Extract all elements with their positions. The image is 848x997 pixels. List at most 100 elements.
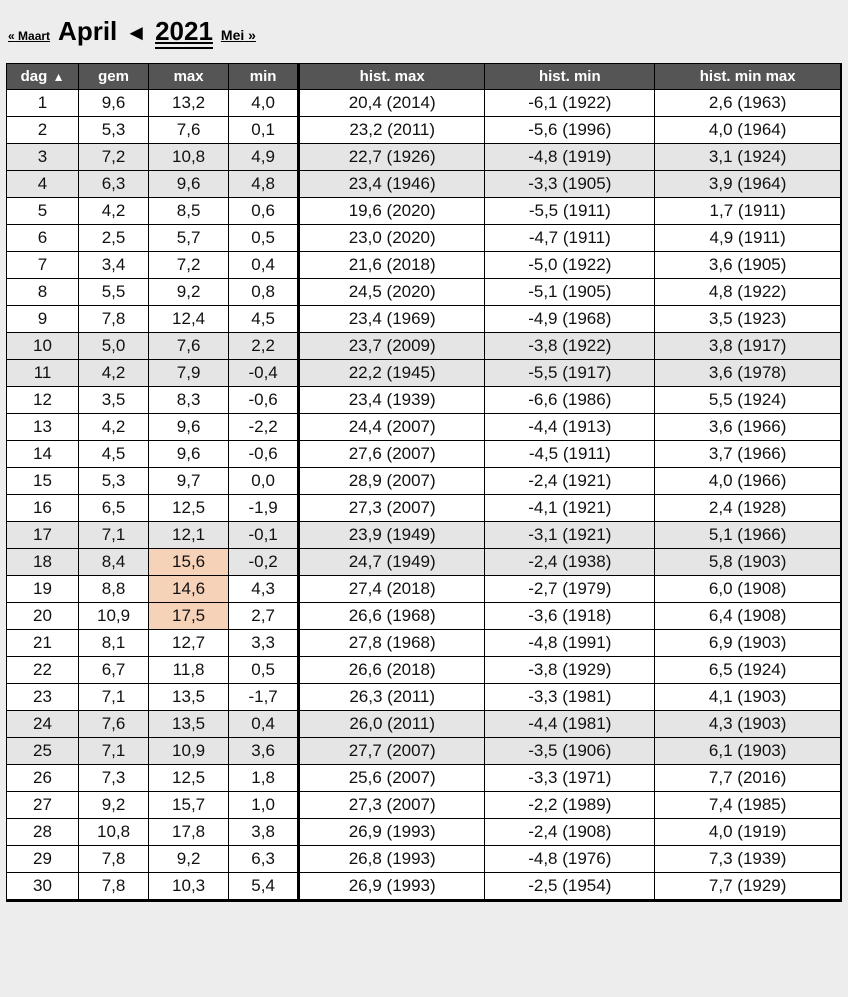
- cell-hist_max: 24,5 (2020): [299, 279, 485, 306]
- table-row: 297,89,26,326,8 (1993)-4,8 (1976)7,3 (19…: [7, 846, 842, 873]
- cell-dag: 28: [7, 819, 79, 846]
- cell-gem: 7,1: [79, 684, 149, 711]
- cell-hist_min: -3,5 (1906): [485, 738, 655, 765]
- cell-hist_min: -4,9 (1968): [485, 306, 655, 333]
- cell-max: 7,6: [149, 333, 229, 360]
- cell-gem: 7,1: [79, 522, 149, 549]
- cell-hist_min_max: 5,8 (1903): [655, 549, 841, 576]
- cell-hist_max: 26,3 (2011): [299, 684, 485, 711]
- cell-hist_max: 26,6 (2018): [299, 657, 485, 684]
- cell-hist_min: -6,6 (1986): [485, 387, 655, 414]
- cell-dag: 20: [7, 603, 79, 630]
- cell-hist_min: -4,8 (1991): [485, 630, 655, 657]
- cell-max: 13,5: [149, 684, 229, 711]
- table-row: 177,112,1-0,123,9 (1949)-3,1 (1921)5,1 (…: [7, 522, 842, 549]
- cell-min: -0,6: [229, 441, 299, 468]
- table-row: 105,07,62,223,7 (2009)-3,8 (1922)3,8 (19…: [7, 333, 842, 360]
- cell-max: 11,8: [149, 657, 229, 684]
- cell-dag: 27: [7, 792, 79, 819]
- cell-gem: 9,6: [79, 90, 149, 117]
- cell-gem: 8,8: [79, 576, 149, 603]
- cell-hist_min_max: 7,4 (1985): [655, 792, 841, 819]
- cell-hist_min_max: 4,9 (1911): [655, 225, 841, 252]
- prev-arrow-icon: «: [8, 29, 15, 43]
- cell-min: 0,4: [229, 252, 299, 279]
- cell-hist_max: 26,8 (1993): [299, 846, 485, 873]
- cell-dag: 21: [7, 630, 79, 657]
- cell-dag: 3: [7, 144, 79, 171]
- table-row: 166,512,5-1,927,3 (2007)-4,1 (1921)2,4 (…: [7, 495, 842, 522]
- cell-hist_min_max: 4,3 (1903): [655, 711, 841, 738]
- cell-dag: 23: [7, 684, 79, 711]
- cell-hist_min_max: 2,4 (1928): [655, 495, 841, 522]
- col-header-hist_max[interactable]: hist. max: [299, 64, 485, 90]
- cell-min: 4,0: [229, 90, 299, 117]
- cell-min: 3,8: [229, 819, 299, 846]
- cell-hist_min: -4,8 (1976): [485, 846, 655, 873]
- cell-hist_min_max: 3,8 (1917): [655, 333, 841, 360]
- cell-hist_min_max: 1,7 (1911): [655, 198, 841, 225]
- cell-hist_max: 23,4 (1946): [299, 171, 485, 198]
- current-month: April: [58, 16, 117, 47]
- cell-max: 12,4: [149, 306, 229, 333]
- prev-month-link[interactable]: « Maart: [8, 29, 50, 43]
- cell-min: -0,6: [229, 387, 299, 414]
- col-header-min[interactable]: min: [229, 64, 299, 90]
- cell-hist_min_max: 2,6 (1963): [655, 90, 841, 117]
- cell-hist_min: -5,5 (1917): [485, 360, 655, 387]
- cell-hist_max: 27,6 (2007): [299, 441, 485, 468]
- table-row: 279,215,71,027,3 (2007)-2,2 (1989)7,4 (1…: [7, 792, 842, 819]
- cell-dag: 19: [7, 576, 79, 603]
- cell-gem: 7,2: [79, 144, 149, 171]
- table-row: 19,613,24,020,4 (2014)-6,1 (1922)2,6 (19…: [7, 90, 842, 117]
- cell-min: 3,3: [229, 630, 299, 657]
- month-nav: « Maart April ◄ 2021 Mei »: [6, 10, 842, 63]
- cell-hist_min_max: 3,5 (1923): [655, 306, 841, 333]
- cell-min: 4,9: [229, 144, 299, 171]
- cell-min: 4,8: [229, 171, 299, 198]
- cell-hist_max: 20,4 (2014): [299, 90, 485, 117]
- next-month-link[interactable]: Mei »: [221, 27, 256, 43]
- cell-max: 5,7: [149, 225, 229, 252]
- cell-dag: 1: [7, 90, 79, 117]
- cell-hist_max: 28,9 (2007): [299, 468, 485, 495]
- cell-dag: 30: [7, 873, 79, 901]
- col-header-max[interactable]: max: [149, 64, 229, 90]
- cell-hist_min: -3,3 (1971): [485, 765, 655, 792]
- cell-max: 14,6: [149, 576, 229, 603]
- cell-max: 9,2: [149, 846, 229, 873]
- cell-hist_max: 21,6 (2018): [299, 252, 485, 279]
- cell-hist_max: 27,3 (2007): [299, 792, 485, 819]
- cell-gem: 4,5: [79, 441, 149, 468]
- table-row: 226,711,80,526,6 (2018)-3,8 (1929)6,5 (1…: [7, 657, 842, 684]
- prev-month-label: Maart: [18, 29, 50, 43]
- cell-max: 12,1: [149, 522, 229, 549]
- cell-gem: 7,1: [79, 738, 149, 765]
- cell-min: -2,2: [229, 414, 299, 441]
- table-row: 2810,817,83,826,9 (1993)-2,4 (1908)4,0 (…: [7, 819, 842, 846]
- table-row: 25,37,60,123,2 (2011)-5,6 (1996)4,0 (196…: [7, 117, 842, 144]
- col-header-dag[interactable]: dag ▲: [7, 64, 79, 90]
- cell-hist_max: 26,0 (2011): [299, 711, 485, 738]
- cell-dag: 16: [7, 495, 79, 522]
- cell-dag: 15: [7, 468, 79, 495]
- cell-hist_max: 24,7 (1949): [299, 549, 485, 576]
- cell-min: 0,4: [229, 711, 299, 738]
- cell-max: 17,8: [149, 819, 229, 846]
- cell-gem: 4,2: [79, 198, 149, 225]
- year-link[interactable]: 2021: [155, 16, 213, 49]
- col-header-hist_min_max[interactable]: hist. min max: [655, 64, 841, 90]
- cell-max: 9,6: [149, 441, 229, 468]
- cell-min: -0,4: [229, 360, 299, 387]
- col-header-hist_min[interactable]: hist. min: [485, 64, 655, 90]
- cell-hist_max: 23,4 (1939): [299, 387, 485, 414]
- cell-dag: 10: [7, 333, 79, 360]
- cell-max: 7,6: [149, 117, 229, 144]
- cell-hist_min_max: 4,1 (1903): [655, 684, 841, 711]
- cell-hist_min: -5,1 (1905): [485, 279, 655, 306]
- cell-dag: 17: [7, 522, 79, 549]
- cell-hist_min_max: 4,0 (1919): [655, 819, 841, 846]
- next-arrow-icon: »: [248, 27, 256, 43]
- cell-hist_min_max: 5,1 (1966): [655, 522, 841, 549]
- col-header-gem[interactable]: gem: [79, 64, 149, 90]
